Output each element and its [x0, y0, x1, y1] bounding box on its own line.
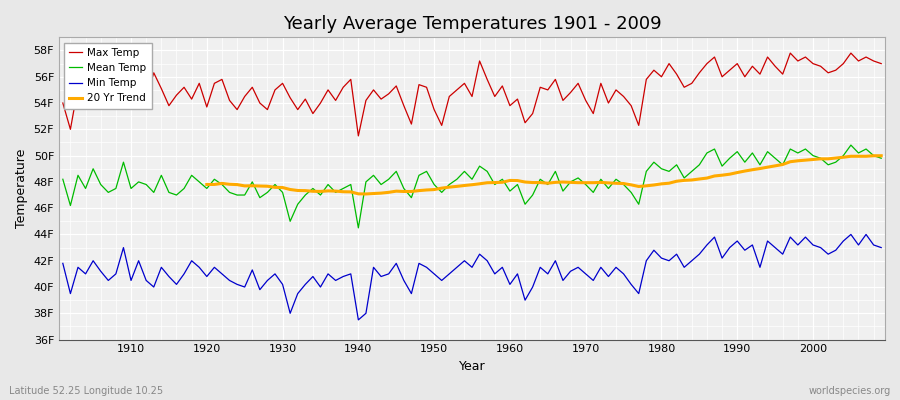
20 Yr Trend: [330, 189, 341, 194]
Max Temp: [353, 134, 364, 138]
Min Temp: [58, 261, 68, 266]
Min Temp: [845, 232, 856, 237]
Min Temp: [603, 274, 614, 279]
Min Temp: [118, 245, 129, 250]
Max Temp: [603, 101, 614, 106]
Max Temp: [330, 98, 341, 103]
Line: Min Temp: Min Temp: [63, 234, 881, 320]
Min Temp: [330, 278, 341, 283]
Mean Temp: [845, 143, 856, 148]
20 Yr Trend: [284, 187, 295, 192]
Title: Yearly Average Temperatures 1901 - 2009: Yearly Average Temperatures 1901 - 2009: [283, 15, 662, 33]
Mean Temp: [353, 226, 364, 230]
X-axis label: Year: Year: [459, 360, 485, 373]
Max Temp: [512, 97, 523, 102]
Max Temp: [785, 51, 796, 56]
Max Temp: [876, 61, 886, 66]
Mean Temp: [505, 189, 516, 194]
Min Temp: [353, 318, 364, 322]
Max Temp: [505, 103, 516, 108]
Mean Temp: [284, 219, 295, 224]
20 Yr Trend: [596, 180, 607, 185]
Y-axis label: Temperature: Temperature: [15, 149, 28, 228]
Text: Latitude 52.25 Longitude 10.25: Latitude 52.25 Longitude 10.25: [9, 386, 163, 396]
Text: worldspecies.org: worldspecies.org: [809, 386, 891, 396]
Min Temp: [876, 245, 886, 250]
Mean Temp: [330, 190, 341, 195]
20 Yr Trend: [497, 180, 508, 185]
Min Temp: [505, 282, 516, 287]
Line: Mean Temp: Mean Temp: [63, 145, 881, 228]
20 Yr Trend: [876, 153, 886, 158]
Line: 20 Yr Trend: 20 Yr Trend: [207, 156, 881, 194]
Mean Temp: [603, 186, 614, 191]
Max Temp: [284, 95, 295, 100]
Mean Temp: [58, 177, 68, 182]
Mean Temp: [118, 160, 129, 164]
Min Temp: [284, 311, 295, 316]
Mean Temp: [512, 182, 523, 187]
Mean Temp: [876, 156, 886, 161]
Min Temp: [512, 272, 523, 276]
Line: Max Temp: Max Temp: [63, 53, 881, 136]
Max Temp: [58, 101, 68, 106]
Legend: Max Temp, Mean Temp, Min Temp, 20 Yr Trend: Max Temp, Mean Temp, Min Temp, 20 Yr Tre…: [64, 42, 151, 108]
20 Yr Trend: [505, 178, 516, 183]
Max Temp: [118, 85, 129, 90]
